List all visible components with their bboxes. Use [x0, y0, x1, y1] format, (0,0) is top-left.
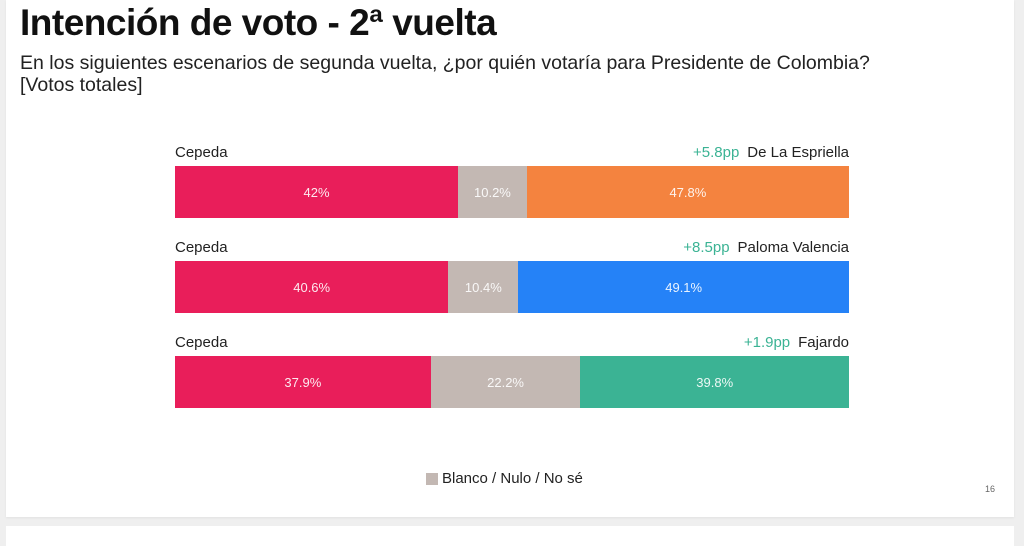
stacked-bar-de-la-espriella: 42% 10.2% 47.8%: [175, 166, 849, 218]
difference-label: +1.9pp: [743, 334, 791, 351]
bar-segment-blanco: 10.2%: [458, 166, 527, 218]
candidate-name: Fajardo: [798, 334, 849, 351]
data-label: 49.1%: [665, 279, 703, 295]
legend: Blanco / Nulo / No sé: [426, 470, 583, 487]
data-label: 10.2%: [474, 184, 511, 200]
subtitle-note: [Votos totales]: [20, 74, 143, 96]
right-candidate-label-paloma-valencia: +8.5pp Paloma Valencia: [683, 239, 849, 256]
data-label: 40.6%: [293, 279, 331, 295]
data-label: 10.4%: [464, 279, 502, 295]
chart-subtitle: En los siguientes escenarios de segunda …: [20, 52, 1010, 96]
bar-segment-blanco: 22.2%: [430, 356, 581, 408]
right-candidate-label-de-la-espriella: +5.8pp De La Espriella: [693, 144, 849, 161]
data-label: 22.2%: [487, 374, 524, 390]
chart-title: Intención de voto - 2ª vuelta: [20, 2, 497, 43]
left-candidate-label: Cepeda: [175, 334, 228, 351]
bar-segment-blanco: 10.4%: [448, 261, 519, 313]
data-label: 37.9%: [284, 374, 322, 390]
right-candidate-label-fajardo: +1.9pp Fajardo: [744, 334, 849, 351]
candidate-name: Paloma Valencia: [737, 239, 849, 256]
legend-swatch-blanco: [426, 472, 438, 485]
data-label: 47.8%: [669, 184, 707, 200]
subtitle-question: En los siguientes escenarios de segunda …: [20, 52, 870, 74]
data-label: 39.8%: [696, 374, 734, 390]
bar-segment-cepeda: 37.9%: [175, 356, 431, 408]
left-candidate-label: Cepeda: [175, 239, 228, 256]
bar-segment-de-la-espriella: 47.8%: [526, 166, 849, 218]
legend-label-blanco: Blanco / Nulo / No sé: [442, 470, 583, 487]
difference-label: +5.8pp: [692, 144, 740, 161]
stacked-bar-chart: Cepeda +5.8pp De La Espriella 42% 10.2% 47.8%…: [175, 144, 849, 408]
bar-segment-fajardo: 39.8%: [580, 356, 849, 408]
slide-card: [6, 0, 1014, 517]
data-label: 42%: [303, 184, 330, 200]
stacked-bar-paloma-valencia: 40.6% 10.4% 49.1%: [175, 261, 849, 313]
bar-segment-paloma-valencia: 49.1%: [518, 261, 849, 313]
candidate-name: De La Espriella: [747, 144, 849, 161]
left-candidate-label: Cepeda: [175, 144, 228, 161]
difference-label: +8.5pp: [683, 239, 730, 256]
bar-segment-cepeda: 40.6%: [175, 261, 449, 313]
stacked-bar-fajardo: 37.9% 22.2% 39.8%: [175, 356, 849, 408]
page-number: 16: [985, 484, 996, 494]
bar-segment-cepeda: 42%: [175, 166, 459, 218]
